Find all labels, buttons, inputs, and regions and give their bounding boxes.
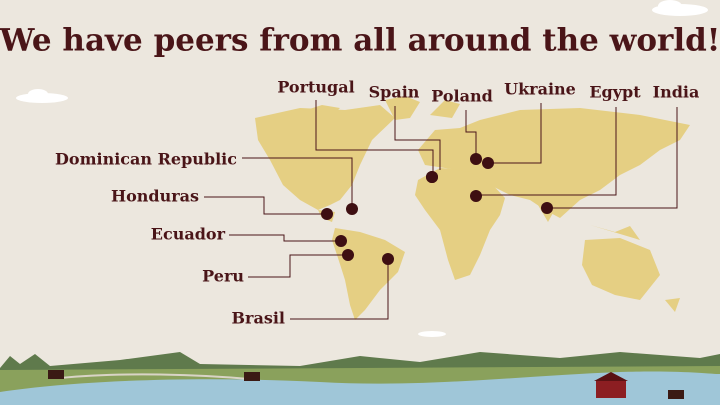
leader-line bbox=[547, 107, 678, 209]
leader-line bbox=[242, 157, 353, 209]
location-label: Ukraine bbox=[504, 80, 576, 99]
location-dot bbox=[335, 235, 347, 247]
location-label: Honduras bbox=[111, 187, 199, 206]
leader-line bbox=[488, 103, 542, 164]
location-label: Portugal bbox=[277, 78, 354, 97]
location-dot bbox=[470, 190, 482, 202]
leader-line bbox=[229, 234, 341, 242]
location-dot bbox=[382, 253, 394, 265]
slide-title: We have peers from all around the world! bbox=[0, 23, 720, 59]
location-dot bbox=[346, 203, 358, 215]
leader-line bbox=[476, 107, 617, 196]
location-dot bbox=[541, 202, 553, 214]
location-dot bbox=[482, 157, 494, 169]
location-dot bbox=[426, 171, 438, 183]
location-dot bbox=[470, 153, 482, 165]
leader-line bbox=[394, 106, 441, 170]
location-label: Ecuador bbox=[151, 225, 226, 244]
location-label: India bbox=[653, 83, 700, 102]
leader-line bbox=[248, 254, 348, 278]
clouds bbox=[16, 0, 708, 337]
location-dot bbox=[321, 208, 333, 220]
leader-line bbox=[290, 259, 389, 320]
location-label: Poland bbox=[431, 87, 493, 106]
leader-line bbox=[465, 110, 477, 159]
location-label: Peru bbox=[202, 267, 244, 286]
location-dot bbox=[342, 249, 354, 261]
locations: Portugal Spain Poland Ukraine Egypt India Domi… bbox=[55, 78, 699, 328]
landscape bbox=[0, 352, 720, 405]
location-label: Spain bbox=[369, 83, 420, 102]
leader-line bbox=[315, 100, 434, 177]
location-label: Brasil bbox=[232, 309, 285, 328]
leader-line bbox=[204, 196, 327, 215]
location-label: Egypt bbox=[589, 83, 641, 102]
location-label: Dominican Republic bbox=[55, 150, 237, 169]
